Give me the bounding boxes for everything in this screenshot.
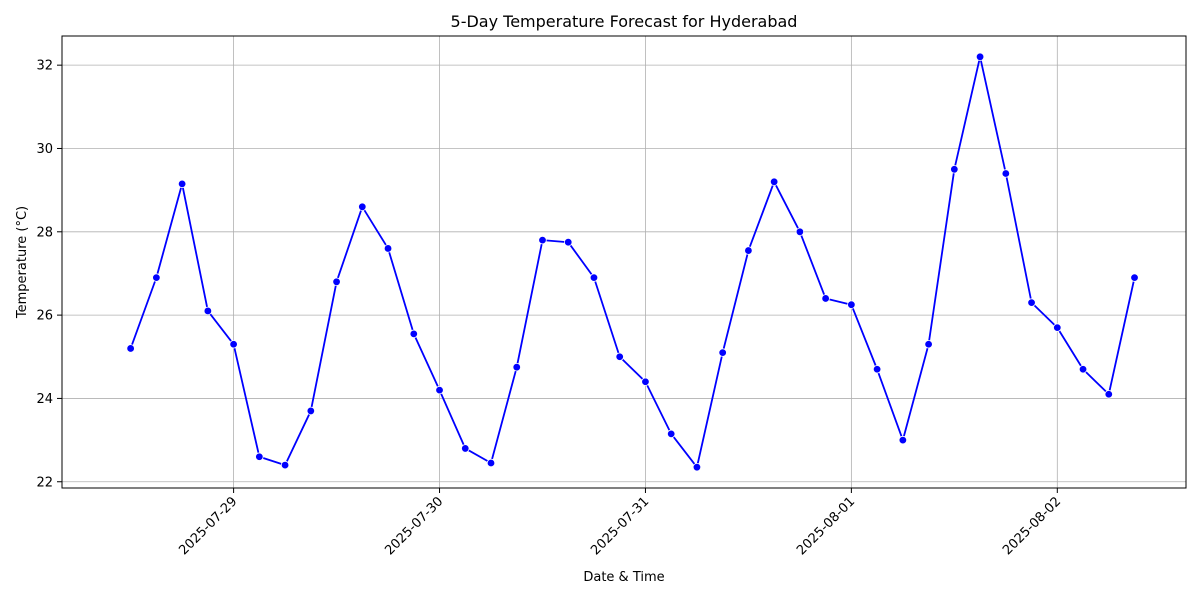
- grid: [62, 36, 1186, 488]
- data-point: [486, 458, 496, 468]
- data-point: [1130, 273, 1139, 282]
- series-line: [129, 55, 1136, 469]
- data-point: [152, 273, 161, 282]
- data-point: [898, 435, 908, 445]
- data-point: [1001, 169, 1011, 178]
- data-point: [461, 444, 470, 453]
- y-tick-label: 28: [36, 225, 53, 240]
- data-point: [126, 344, 135, 353]
- data-point: [666, 429, 676, 439]
- data-point: [718, 348, 727, 357]
- data-point: [769, 177, 779, 187]
- data-point: [280, 460, 290, 470]
- data-point: [409, 329, 418, 339]
- markers-layer: [126, 52, 1139, 472]
- y-tick-label: 32: [36, 59, 53, 74]
- data-point: [589, 273, 599, 282]
- data-point: [306, 406, 316, 416]
- data-point: [975, 52, 985, 62]
- data-point: [383, 244, 393, 253]
- data-point: [872, 365, 882, 374]
- y-tick-label: 22: [36, 475, 53, 490]
- data-point: [1104, 390, 1113, 399]
- data-point: [821, 294, 830, 303]
- y-axis-ticks: 22 24 26 28 30 32: [36, 59, 62, 490]
- data-point: [332, 277, 341, 286]
- data-point: [538, 235, 547, 245]
- y-tick-label: 30: [36, 142, 53, 157]
- y-tick-label: 26: [36, 309, 53, 324]
- data-point: [795, 227, 805, 236]
- y-tick-label: 24: [36, 392, 53, 407]
- data-point: [1027, 298, 1036, 307]
- data-point: [950, 165, 959, 174]
- data-point: [203, 306, 213, 316]
- data-point: [1078, 365, 1088, 374]
- data-point: [564, 238, 573, 247]
- y-axis-title: Temperature (°C): [15, 206, 30, 319]
- data-point: [358, 202, 367, 212]
- data-point: [641, 377, 650, 386]
- data-point: [229, 340, 238, 349]
- data-point: [177, 179, 187, 189]
- data-point: [435, 385, 444, 395]
- data-point: [744, 246, 753, 255]
- data-point: [615, 352, 624, 361]
- chart-title: 5-Day Temperature Forecast for Hyderabad: [451, 12, 798, 31]
- series-layer: [129, 55, 1136, 469]
- data-point: [847, 300, 856, 309]
- data-point: [1053, 323, 1062, 332]
- data-point: [924, 340, 933, 349]
- data-point: [255, 452, 264, 461]
- data-point: [692, 462, 702, 472]
- plot-frame: [61, 35, 1187, 489]
- data-point: [512, 362, 521, 372]
- x-axis-title: Date & Time: [583, 570, 664, 585]
